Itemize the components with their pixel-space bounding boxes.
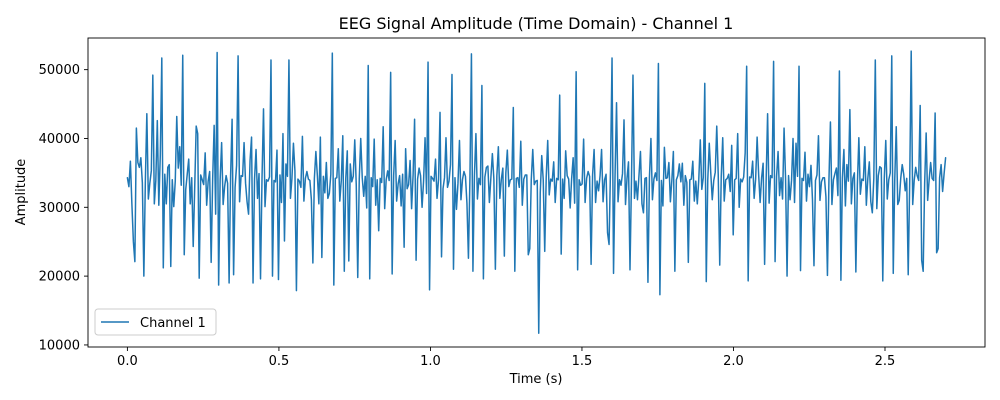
x-tick-label: 2.0 [723,354,744,369]
y-axis-label: Amplitude [14,159,29,226]
legend-box [94,308,217,336]
x-tick-label: 0.5 [269,354,290,369]
y-axis-ticks: 10000 20000 30000 40000 50000 [39,63,88,353]
y-tick-label: 30000 [39,201,80,216]
y-tick-label: 20000 [39,270,80,285]
x-axis-label: Time (s) [509,372,563,387]
x-tick-label: 2.5 [875,354,896,369]
plot-frame [87,37,986,348]
x-tick-label: 1.5 [572,354,593,369]
plot-area [126,50,947,334]
y-tick-label: 50000 [39,63,80,78]
x-tick-label: 1.0 [420,354,441,369]
x-axis-ticks: 0.0 0.5 1.0 1.5 2.0 2.5 [117,347,895,369]
y-tick-label: 10000 [39,338,80,353]
legend: Channel 1 [94,308,217,336]
chart-title: EEG Signal Amplitude (Time Domain) - Cha… [339,14,734,33]
legend-label-channel-1: Channel 1 [140,316,206,331]
series-line-channel-1 [126,50,947,334]
x-tick-label: 0.0 [117,354,138,369]
y-tick-label: 40000 [39,132,80,147]
